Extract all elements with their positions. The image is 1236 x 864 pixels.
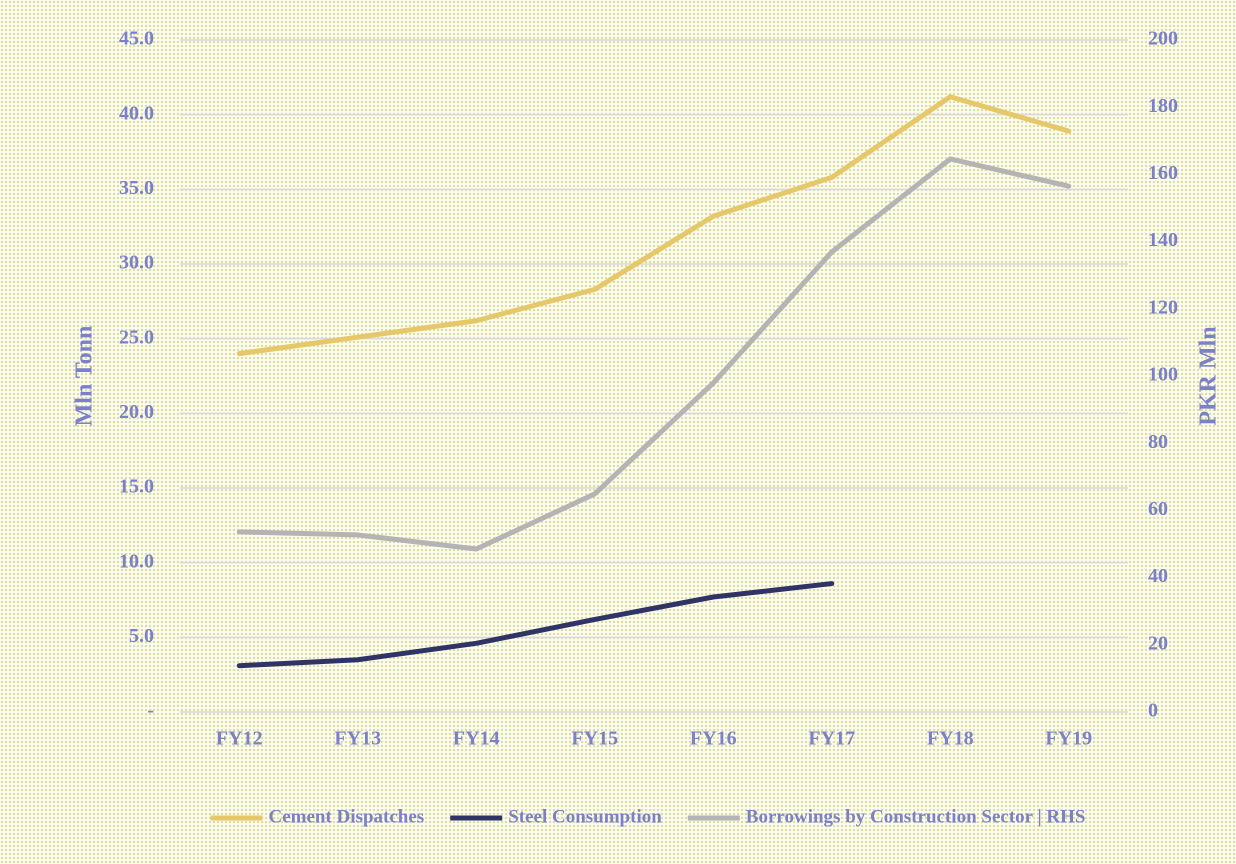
y-tick-label: 35.0 xyxy=(119,177,154,199)
y-tick-label: - xyxy=(147,700,154,722)
y-tick-label: 10.0 xyxy=(119,550,154,572)
x-tick-label: FY18 xyxy=(927,728,974,750)
y2-tick-label: 0 xyxy=(1148,700,1158,722)
y-tick-label: 45.0 xyxy=(119,28,154,50)
series-line xyxy=(236,94,1072,357)
series-line xyxy=(236,581,835,669)
x-tick-label: FY15 xyxy=(571,728,618,750)
y2-tick-label: 80 xyxy=(1148,431,1168,453)
y2-tick-label: 120 xyxy=(1148,296,1178,318)
legend-label: Steel Consumption xyxy=(508,806,662,827)
x-tick-label: FY12 xyxy=(216,728,263,750)
y2-tick-label: 180 xyxy=(1148,95,1178,117)
y2-tick-label: 60 xyxy=(1148,498,1168,520)
legend-label: Cement Dispatches xyxy=(269,806,425,827)
x-tick-label: FY16 xyxy=(690,728,737,750)
y2-tick-label: 140 xyxy=(1148,229,1178,251)
series-line xyxy=(236,156,1072,552)
y-tick-label: 40.0 xyxy=(119,102,154,124)
x-tick-label: FY19 xyxy=(1045,728,1092,750)
y-tick-label: 20.0 xyxy=(119,401,154,423)
legend-label: Borrowings by Construction Sector | RHS xyxy=(746,806,1086,827)
y-tick-label: 25.0 xyxy=(119,326,154,348)
y-tick-label: 15.0 xyxy=(119,476,154,498)
y2-axis-title: PKR Mln xyxy=(1196,326,1222,425)
y-tick-label: 5.0 xyxy=(129,625,154,647)
y2-tick-label: 40 xyxy=(1148,565,1168,587)
y-axis-title: Mln Tonn xyxy=(72,326,98,427)
y2-tick-label: 160 xyxy=(1148,162,1178,184)
y-tick-label: 30.0 xyxy=(119,252,154,274)
x-tick-label: FY17 xyxy=(808,728,855,750)
y2-tick-label: 20 xyxy=(1148,632,1168,654)
y2-tick-label: 100 xyxy=(1148,364,1178,386)
y2-tick-label: 200 xyxy=(1148,28,1178,50)
x-tick-label: FY13 xyxy=(334,728,381,750)
x-tick-label: FY14 xyxy=(453,728,500,750)
